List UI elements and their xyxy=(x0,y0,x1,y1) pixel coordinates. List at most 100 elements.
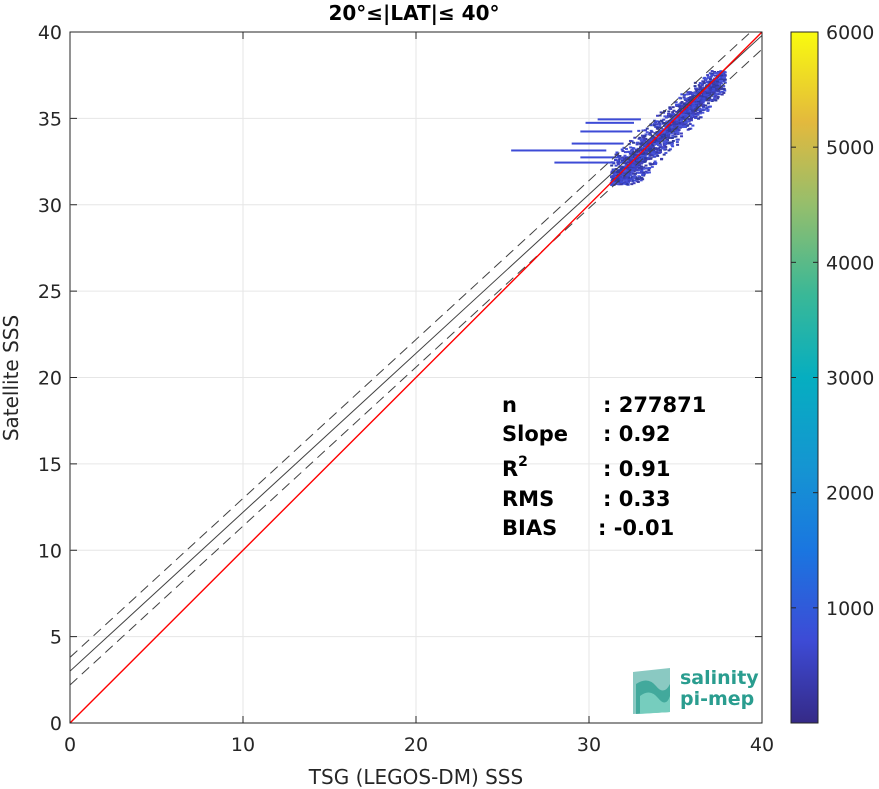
density-cell xyxy=(715,88,719,91)
density-cell xyxy=(625,179,629,182)
density-cell xyxy=(722,76,726,79)
density-cell xyxy=(630,175,634,178)
density-cell xyxy=(697,84,701,87)
density-cell xyxy=(623,179,627,182)
density-cell xyxy=(714,93,718,96)
density-cell xyxy=(716,73,720,76)
density-cell xyxy=(657,122,661,125)
density-cell xyxy=(671,106,675,109)
density-cell xyxy=(620,159,624,162)
colorbar-tick-label: 1000 xyxy=(826,598,874,620)
density-cell xyxy=(715,81,719,84)
density-cell xyxy=(682,94,686,97)
density-cell xyxy=(694,115,698,118)
density-cell xyxy=(687,112,691,115)
density-cell xyxy=(704,77,708,80)
density-cell xyxy=(653,147,657,150)
y-axis-ticks: 0 5 10 15 20 25 30 35 40 xyxy=(38,22,762,735)
density-cell xyxy=(624,147,628,150)
x-axis-label: TSG (LEGOS-DM) SSS xyxy=(308,765,523,789)
stat-rms-value: : 0.33 xyxy=(603,487,671,511)
density-cell xyxy=(673,123,677,126)
density-cell xyxy=(632,170,636,173)
density-cell xyxy=(635,177,639,180)
density-cell xyxy=(649,145,653,148)
density-cell xyxy=(612,177,616,180)
density-cell xyxy=(648,146,652,149)
density-cell xyxy=(648,139,652,142)
density-cell xyxy=(719,80,723,83)
density-cell xyxy=(654,125,658,128)
density-cell xyxy=(712,83,716,86)
density-cell xyxy=(720,90,724,93)
density-cell xyxy=(631,179,635,182)
density-cell xyxy=(686,93,690,96)
density-cell xyxy=(719,70,723,73)
density-cell xyxy=(650,151,654,154)
density-cell xyxy=(682,96,686,99)
density-cell xyxy=(652,122,656,125)
density-cell xyxy=(630,170,634,173)
density-cell xyxy=(721,79,725,82)
density-cell xyxy=(630,163,634,166)
density-cell xyxy=(627,171,631,174)
density-streak xyxy=(511,149,607,152)
density-cell xyxy=(715,84,719,87)
density-cell xyxy=(644,170,648,173)
density-cell xyxy=(641,178,645,181)
density-cell xyxy=(669,107,673,110)
density-cell xyxy=(713,72,717,75)
y-tick-label: 40 xyxy=(38,22,62,44)
density-cell xyxy=(681,125,685,128)
density-cell xyxy=(630,166,634,169)
density-cell xyxy=(690,102,694,105)
density-cell xyxy=(680,135,684,138)
density-cell xyxy=(706,106,710,109)
density-cell xyxy=(665,127,669,130)
density-cell xyxy=(610,184,614,187)
density-cell xyxy=(694,102,698,105)
density-cell xyxy=(678,96,682,99)
density-cell xyxy=(718,91,722,94)
density-cell xyxy=(680,121,684,124)
density-cell xyxy=(662,147,666,150)
density-cell xyxy=(624,156,628,159)
density-cell xyxy=(667,134,671,137)
density-cell xyxy=(638,161,642,164)
density-cell xyxy=(682,115,686,118)
density-cell xyxy=(648,153,652,156)
density-cell xyxy=(688,109,692,112)
density-cell xyxy=(618,165,622,168)
density-cell xyxy=(708,88,712,91)
density-cell xyxy=(643,145,647,148)
density-cell xyxy=(654,162,658,165)
density-cell xyxy=(684,121,688,124)
density-cell xyxy=(644,150,648,153)
density-cell xyxy=(692,92,696,95)
density-cell xyxy=(638,136,642,139)
stat-bias-label: BIAS xyxy=(502,516,557,540)
density-cell xyxy=(707,88,711,91)
density-cell xyxy=(722,71,726,74)
density-cell xyxy=(624,151,628,154)
density-cell xyxy=(667,112,671,115)
density-streak xyxy=(580,156,621,159)
density-cell xyxy=(614,164,618,167)
density-cell xyxy=(678,123,682,126)
density-cell xyxy=(633,172,637,175)
stat-slope-label: Slope xyxy=(502,422,568,446)
density-cell xyxy=(670,136,674,139)
density-cell xyxy=(636,157,640,160)
density-cell xyxy=(656,126,660,129)
density-cell xyxy=(649,137,653,140)
density-cell xyxy=(687,106,691,109)
density-cell xyxy=(653,131,657,134)
density-cell xyxy=(678,122,682,125)
density-cell xyxy=(616,182,620,185)
density-cell xyxy=(669,119,673,122)
density-cell xyxy=(630,162,634,165)
density-cell xyxy=(616,171,620,174)
reference-lines xyxy=(70,32,762,723)
density-cell xyxy=(692,112,696,115)
density-cell xyxy=(675,118,679,121)
